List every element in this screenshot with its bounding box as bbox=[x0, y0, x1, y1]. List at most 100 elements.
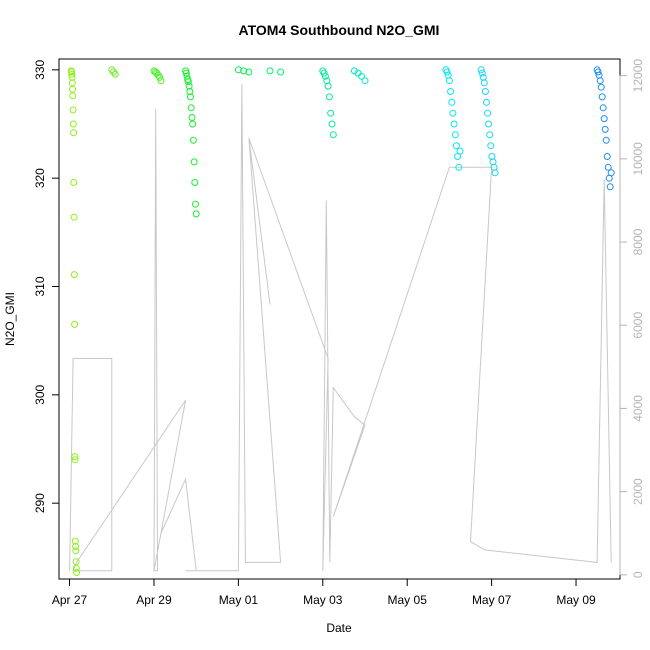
data-point bbox=[72, 543, 80, 550]
data-point bbox=[182, 69, 190, 77]
data-point bbox=[70, 271, 78, 279]
data-point bbox=[240, 67, 248, 75]
data-point bbox=[477, 66, 485, 74]
data-point bbox=[450, 120, 458, 128]
x-tick-label: Apr 29 bbox=[136, 593, 172, 607]
data-point bbox=[191, 179, 199, 186]
data-point bbox=[358, 72, 365, 80]
y2-tick-label: 12000 bbox=[631, 59, 645, 93]
data-point bbox=[328, 120, 336, 128]
data-point bbox=[603, 153, 611, 160]
data-point bbox=[68, 70, 76, 78]
data-point bbox=[480, 79, 488, 87]
data-point bbox=[234, 66, 242, 74]
data-point bbox=[607, 169, 615, 177]
data-point bbox=[443, 68, 451, 76]
data-point bbox=[187, 93, 194, 101]
x-tick-label: May 07 bbox=[472, 593, 512, 607]
plot-area bbox=[67, 66, 615, 576]
data-point bbox=[71, 453, 79, 461]
y2-tick-label: 6000 bbox=[631, 312, 645, 339]
x-axis: Apr 27 Apr 29 May 01 May 03 May 05 May 07 May … bbox=[52, 578, 596, 607]
y-tick-label: 330 bbox=[33, 60, 47, 80]
plot-frame bbox=[58, 58, 621, 580]
data-point bbox=[599, 104, 607, 112]
data-point bbox=[111, 70, 119, 78]
data-point bbox=[73, 569, 81, 576]
data-point bbox=[192, 200, 199, 208]
data-point bbox=[486, 131, 494, 139]
y2-tick-label: 8000 bbox=[631, 228, 645, 255]
data-point bbox=[69, 92, 77, 100]
data-point bbox=[320, 69, 328, 77]
data-point bbox=[449, 109, 457, 117]
x-tick-label: May 09 bbox=[556, 593, 596, 607]
data-point bbox=[604, 163, 612, 171]
data-point bbox=[598, 93, 606, 101]
data-point bbox=[72, 547, 80, 555]
data-point bbox=[186, 88, 194, 95]
data-point bbox=[157, 77, 165, 85]
data-point bbox=[478, 69, 486, 77]
y2-tick-label: 10000 bbox=[631, 142, 645, 176]
data-point bbox=[69, 106, 77, 114]
data-point bbox=[456, 147, 464, 155]
x-tick-label: May 05 bbox=[388, 593, 428, 607]
data-point bbox=[72, 564, 80, 572]
data-point bbox=[192, 210, 200, 218]
data-point bbox=[485, 120, 493, 128]
data-point bbox=[594, 68, 602, 76]
data-point bbox=[190, 158, 198, 166]
data-point bbox=[451, 131, 459, 139]
data-point bbox=[71, 456, 79, 464]
y-tick-label: 290 bbox=[33, 493, 47, 513]
data-point bbox=[71, 537, 79, 545]
data-point bbox=[452, 142, 460, 150]
data-point bbox=[69, 120, 77, 128]
data-point bbox=[68, 79, 76, 87]
data-point bbox=[597, 83, 605, 91]
data-point bbox=[325, 93, 333, 101]
data-point bbox=[108, 66, 116, 74]
data-point bbox=[185, 82, 193, 90]
y-axis-left: 290 300 310 320 330 bbox=[33, 60, 60, 513]
data-point bbox=[324, 82, 332, 90]
data-point bbox=[361, 77, 369, 85]
data-point bbox=[447, 88, 455, 95]
y-axis-label: N2O_GMI bbox=[3, 292, 17, 346]
data-point bbox=[184, 78, 192, 86]
data-line bbox=[69, 83, 612, 572]
data-point bbox=[189, 120, 197, 128]
data-point bbox=[487, 142, 495, 150]
data-point bbox=[110, 68, 117, 76]
data-point bbox=[606, 183, 614, 191]
data-point bbox=[329, 131, 337, 139]
data-point bbox=[491, 169, 499, 177]
y-tick-label: 310 bbox=[33, 276, 47, 296]
data-point bbox=[245, 68, 253, 76]
data-point bbox=[601, 125, 609, 133]
chart-title: ATOM4 Southbound N2O_GMI bbox=[239, 22, 440, 38]
data-point bbox=[72, 558, 80, 566]
data-point bbox=[484, 109, 492, 117]
left-axis-series bbox=[67, 66, 615, 576]
data-point bbox=[448, 98, 456, 106]
y-tick-label: 300 bbox=[33, 385, 47, 405]
x-tick-label: May 01 bbox=[219, 593, 259, 607]
x-tick-label: May 03 bbox=[303, 593, 343, 607]
data-point bbox=[68, 73, 76, 81]
data-point bbox=[70, 179, 78, 186]
y2-tick-label: 2000 bbox=[631, 478, 645, 505]
data-point bbox=[156, 73, 164, 81]
data-point bbox=[187, 104, 195, 112]
data-point bbox=[350, 67, 358, 75]
data-point bbox=[266, 67, 274, 75]
y2-tick-label: 0 bbox=[631, 571, 645, 578]
data-point bbox=[70, 213, 78, 221]
data-point bbox=[327, 109, 335, 117]
data-point bbox=[483, 98, 490, 106]
data-point bbox=[596, 77, 604, 85]
data-point bbox=[481, 88, 489, 95]
data-point bbox=[189, 136, 197, 144]
